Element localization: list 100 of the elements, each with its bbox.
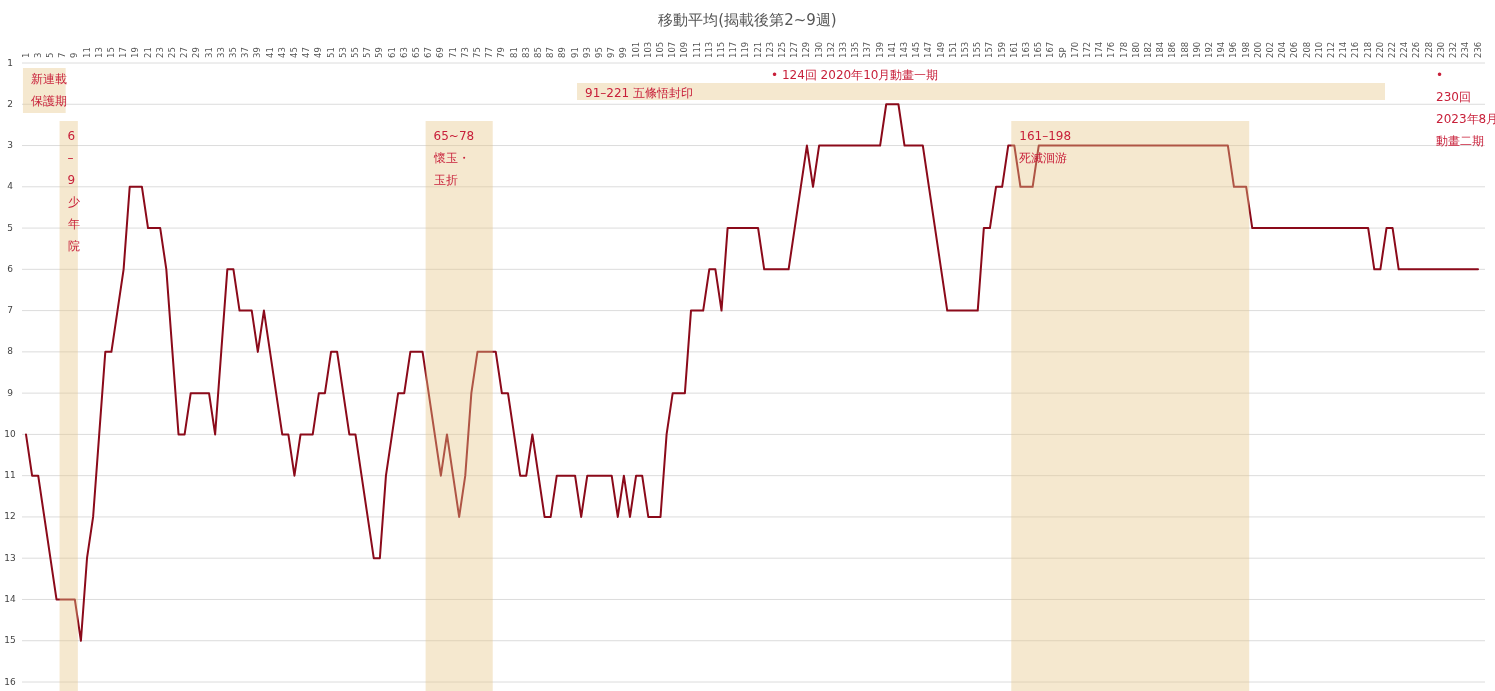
x-tick-label: 85 — [532, 47, 543, 58]
x-tick-label: 141 — [886, 41, 897, 58]
x-tick-label: 135 — [850, 41, 861, 58]
x-tick-label: 11 — [81, 47, 92, 58]
x-tick-label: 157 — [984, 41, 995, 58]
x-tick-label: 149 — [935, 41, 946, 58]
x-tick-label: 67 — [423, 47, 434, 58]
x-tick-label: 3 — [32, 52, 43, 58]
x-tick-label: 23 — [154, 47, 165, 58]
y-tick-label: 11 — [4, 470, 16, 481]
x-tick-label: 232 — [1448, 41, 1459, 58]
x-tick-label: 63 — [398, 47, 409, 58]
x-tick-label: 188 — [1179, 41, 1190, 58]
x-tick-label: 97 — [606, 47, 617, 58]
x-tick-label: 125 — [777, 41, 787, 58]
x-tick-label: 25 — [166, 47, 177, 58]
x-tick-label: 75 — [471, 47, 482, 58]
x-tick-label: 216 — [1350, 41, 1361, 58]
x-tick-label: 139 — [874, 41, 885, 58]
x-tick-label: 65 — [410, 47, 421, 58]
x-tick-label: 145 — [911, 41, 922, 58]
x-tick-label: 222 — [1387, 41, 1398, 58]
x-tick-label: 57 — [362, 47, 373, 58]
x-tick-label: 174 — [1094, 41, 1105, 58]
y-tick-label: 10 — [4, 428, 16, 439]
annotation: 91–221 五條悟封印 — [585, 86, 693, 100]
x-tick-label: 226 — [1411, 41, 1422, 58]
x-tick-label: 5 — [44, 52, 55, 58]
x-tick-label: 71 — [447, 47, 458, 58]
x-tick-label: 103 — [642, 41, 653, 58]
band-label: 新連載保護期 — [30, 72, 67, 108]
x-tick-label: 170 — [1069, 41, 1080, 58]
x-tick-label: 186 — [1167, 41, 1178, 58]
y-tick-label: 8 — [7, 346, 14, 357]
x-tick-label: 132 — [825, 41, 836, 58]
x-tick-label: 33 — [215, 47, 226, 58]
x-tick-label: 143 — [899, 41, 910, 58]
x-tick-label: 29 — [191, 47, 202, 58]
x-tick-label: 220 — [1374, 41, 1385, 58]
title: 移動平均(揭載後第2~9週) — [658, 11, 837, 29]
x-tick-label: 206 — [1289, 41, 1300, 58]
x-tick-label: 39 — [252, 47, 263, 58]
x-tick-label: 234 — [1460, 41, 1471, 58]
x-tick-label: 61 — [386, 47, 397, 58]
x-tick-label: 105 — [654, 41, 665, 58]
y-tick-label: 7 — [7, 305, 13, 316]
x-tick-label: 43 — [276, 47, 287, 58]
x-tick-label: 55 — [349, 47, 360, 58]
x-tick-label: 172 — [1082, 41, 1093, 58]
x-tick-label: 109 — [679, 41, 690, 58]
x-tick-label: 113 — [703, 41, 714, 58]
x-tick-label: 73 — [459, 47, 470, 58]
x-tick-label: 202 — [1265, 41, 1276, 58]
x-tick-label: 99 — [618, 47, 629, 58]
x-tick-label: 93 — [581, 47, 592, 58]
x-tick-label: 91 — [569, 47, 580, 58]
x-tick-label: 176 — [1106, 41, 1117, 58]
x-tick-label: 224 — [1399, 41, 1410, 58]
x-tick-label: 37 — [240, 47, 251, 58]
x-tick-label: 13 — [93, 47, 104, 58]
y-tick-label: 15 — [4, 635, 16, 646]
x-tick-label: 198 — [1240, 41, 1251, 58]
x-tick-label: 210 — [1313, 41, 1324, 58]
x-tick-label: 49 — [313, 47, 324, 58]
y-tick-label: 12 — [4, 511, 16, 522]
x-tick-label: 107 — [667, 41, 678, 58]
x-tick-label: 53 — [337, 47, 348, 58]
x-tick-label: 153 — [960, 41, 971, 58]
x-tick-label: 89 — [557, 47, 568, 58]
x-tick-label: 218 — [1362, 41, 1373, 58]
x-tick-label: 208 — [1301, 41, 1312, 58]
x-tick-label: 87 — [545, 47, 556, 58]
y-tick-label: 16 — [4, 676, 16, 687]
x-tick-label: 119 — [740, 41, 751, 58]
x-tick-label: 27 — [179, 47, 190, 58]
x-tick-label: SP — [1057, 47, 1068, 58]
x-tick-label: 147 — [923, 41, 934, 58]
x-tick-label: 59 — [374, 47, 385, 58]
x-tick-label: 1 — [20, 52, 31, 58]
x-tick-label: 182 — [1143, 41, 1154, 58]
y-tick-label: 4 — [7, 181, 14, 192]
x-tick-label: 236 — [1472, 41, 1483, 58]
x-tick-label: 51 — [325, 47, 336, 58]
x-tick-label: 196 — [1228, 41, 1239, 58]
y-tick-label: 3 — [7, 140, 13, 151]
annotation: • 230回 2023年8月動畫二期 — [1436, 68, 1495, 148]
x-tick-label: 133 — [838, 41, 849, 58]
band-label: 6–9少年院 — [67, 129, 80, 253]
x-tick-label: 69 — [435, 47, 446, 58]
x-tick-label: 204 — [1277, 41, 1288, 58]
x-tick-label: 200 — [1252, 41, 1263, 58]
x-tick-label: 81 — [508, 47, 519, 58]
x-tick-label: 19 — [130, 47, 141, 58]
x-tick-label: 155 — [972, 41, 983, 58]
annotation: • 124回 2020年10月動畫一期 — [771, 68, 939, 82]
x-tick-label: 31 — [203, 47, 214, 58]
x-tick-label: 190 — [1191, 41, 1202, 58]
x-tick-label: 130 — [813, 41, 824, 58]
x-tick-label: 137 — [862, 41, 873, 58]
x-tick-label: 111 — [691, 41, 702, 58]
